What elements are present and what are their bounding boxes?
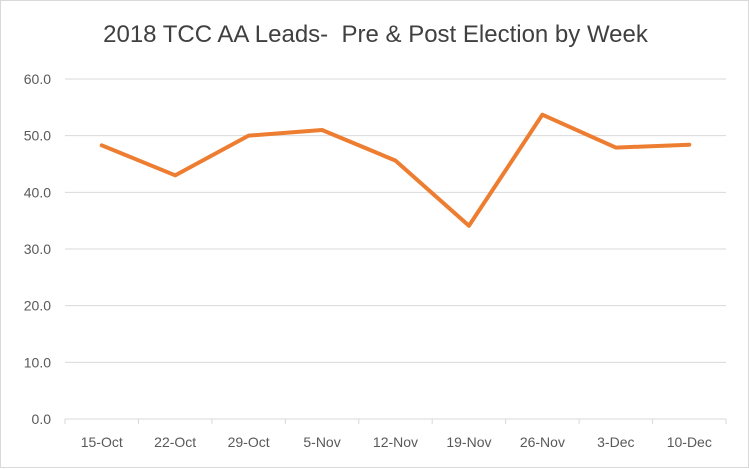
- x-tick-label: 19-Nov: [446, 434, 491, 450]
- series-layer: [99, 112, 692, 228]
- x-tick-label: 15-Oct: [81, 434, 123, 450]
- x-tick-label: 12-Nov: [373, 434, 418, 450]
- data-point: [101, 144, 103, 146]
- data-point: [395, 160, 396, 162]
- y-tick-label: 60.0: [24, 71, 51, 87]
- y-tick-label: 10.0: [24, 354, 51, 370]
- y-tick-label: 30.0: [24, 241, 51, 257]
- chart-title: 2018 TCC AA Leads- Pre & Post Election b…: [103, 21, 648, 48]
- x-tick-label: 22-Oct: [154, 434, 196, 450]
- data-point: [541, 114, 543, 116]
- x-tick-label: 10-Dec: [667, 434, 712, 450]
- y-tick-label: 50.0: [24, 128, 51, 144]
- data-point: [615, 147, 617, 149]
- y-tick-label: 0.0: [32, 411, 52, 427]
- gridlines: [65, 78, 726, 363]
- data-point: [174, 174, 176, 176]
- x-tick-label: 26-Nov: [520, 434, 565, 450]
- data-point: [321, 129, 323, 131]
- axes: 0.0 10.0 20.0 30.0 40.0 50.0 60.0 15-Oct 22-Oct 2…: [24, 71, 727, 450]
- data-point: [688, 144, 690, 146]
- y-tick-label: 20.0: [24, 298, 51, 314]
- data-point: [248, 135, 250, 137]
- data-point: [468, 225, 470, 227]
- x-tick-label: 29-Oct: [228, 434, 270, 450]
- x-tick-label: 5-Nov: [303, 434, 340, 450]
- x-tick-label: 3-Dec: [597, 434, 634, 450]
- y-tick-label: 40.0: [24, 184, 51, 200]
- series-line-0: [99, 112, 692, 228]
